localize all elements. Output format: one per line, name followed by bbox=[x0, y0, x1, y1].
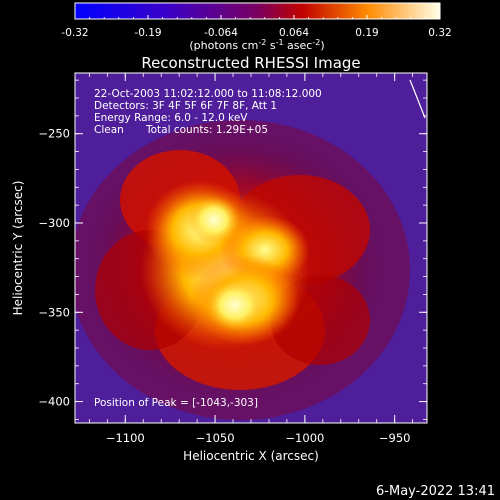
colorbar-tick-label: 0.32 bbox=[428, 27, 451, 39]
y-tick-label: −250 bbox=[38, 127, 70, 141]
colorbar-tick-label: -0.32 bbox=[61, 27, 88, 39]
observation-info: 22-Oct-2003 11:02:12.000 to 11:08:12.000… bbox=[94, 88, 322, 136]
info-detectors: Detectors: 3F 4F 5F 6F 7F 8F, Att 1 bbox=[94, 100, 277, 112]
x-axis-ticks: −1100 −1050 −1000 −950 bbox=[88, 73, 414, 445]
colorbar-tick-label: 0.19 bbox=[355, 27, 378, 39]
colorbar-gradient bbox=[74, 2, 441, 20]
footer-date: 6-May-2022 13:41 bbox=[376, 484, 495, 499]
x-tick-label: −1100 bbox=[106, 431, 145, 445]
colorbar-tick-marks bbox=[74, 15, 441, 19]
y-axis-ticks: −250 −300 −350 −400 bbox=[38, 79, 427, 420]
colorbar: -0.32 -0.19 -0.064 0.064 0.19 0.32 (photons c… bbox=[61, 2, 452, 52]
rhessi-image bbox=[75, 73, 427, 423]
colorbar-tick-labels: -0.32 -0.19 -0.064 0.064 0.19 0.32 bbox=[61, 27, 451, 39]
plot-title: Reconstructed RHESSI Image bbox=[141, 54, 360, 72]
y-tick-label: −350 bbox=[38, 305, 70, 319]
y-tick-label: −300 bbox=[38, 216, 70, 230]
info-method: Clean bbox=[94, 124, 124, 136]
colorbar-unit: (photons cm-2 s-1 asec-2) bbox=[189, 38, 324, 52]
x-tick-label: −950 bbox=[379, 431, 411, 445]
colorbar-tick-label: -0.064 bbox=[204, 27, 238, 39]
colorbar-tick-label: -0.19 bbox=[134, 27, 161, 39]
info-energy-range: Energy Range: 6.0 - 12.0 keV bbox=[94, 112, 248, 124]
y-tick-label: −400 bbox=[38, 395, 70, 409]
peak-position: Position of Peak = [-1043,-303] bbox=[94, 397, 258, 409]
x-axis-label: Heliocentric X (arcsec) bbox=[183, 449, 319, 463]
x-tick-label: −1050 bbox=[196, 431, 235, 445]
x-tick-label: −1000 bbox=[285, 431, 324, 445]
y-axis-label: Heliocentric Y (arcsec) bbox=[11, 181, 25, 316]
colorbar-tick-label: 0.064 bbox=[279, 27, 309, 39]
info-total-counts: Total counts: 1.29E+05 bbox=[145, 124, 268, 136]
info-time-range: 22-Oct-2003 11:02:12.000 to 11:08:12.000 bbox=[94, 88, 322, 100]
